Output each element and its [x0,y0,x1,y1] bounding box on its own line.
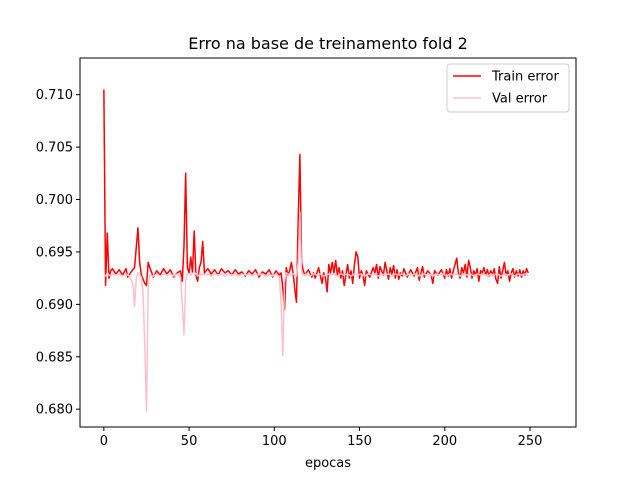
y-axis: 0.680 0.685 0.690 0.695 0.700 0.705 0.710 [36,88,80,418]
series-layer [103,89,529,413]
chart-title: Erro na base de treinamento fold 2 [188,34,468,53]
x-tick-label: 250 [518,434,543,449]
y-tick-label: 0.690 [36,298,73,313]
series-line-train-error [103,89,529,311]
y-tick-label: 0.705 [36,141,73,156]
y-tick-label: 0.700 [36,193,73,208]
x-tick-label: 0 [100,434,108,449]
y-tick-label: 0.680 [36,403,73,418]
legend-label-train-error: Train error [491,70,559,85]
x-tick-label: 50 [181,434,198,449]
plot-frame [79,57,577,428]
x-axis-label: epocas [305,456,351,471]
x-tick-label: 150 [347,434,372,449]
y-tick-label: 0.710 [36,88,73,103]
legend: Train error Val error [446,63,570,113]
x-axis: 0 50 100 150 200 250 [100,427,543,449]
y-tick-label: 0.695 [36,245,73,260]
legend-label-val-error: Val error [492,92,548,107]
y-tick-label: 0.685 [36,350,73,365]
x-tick-label: 100 [262,434,287,449]
x-tick-label: 200 [432,434,457,449]
series-line-val-error [103,211,529,413]
plot-area [79,57,577,428]
